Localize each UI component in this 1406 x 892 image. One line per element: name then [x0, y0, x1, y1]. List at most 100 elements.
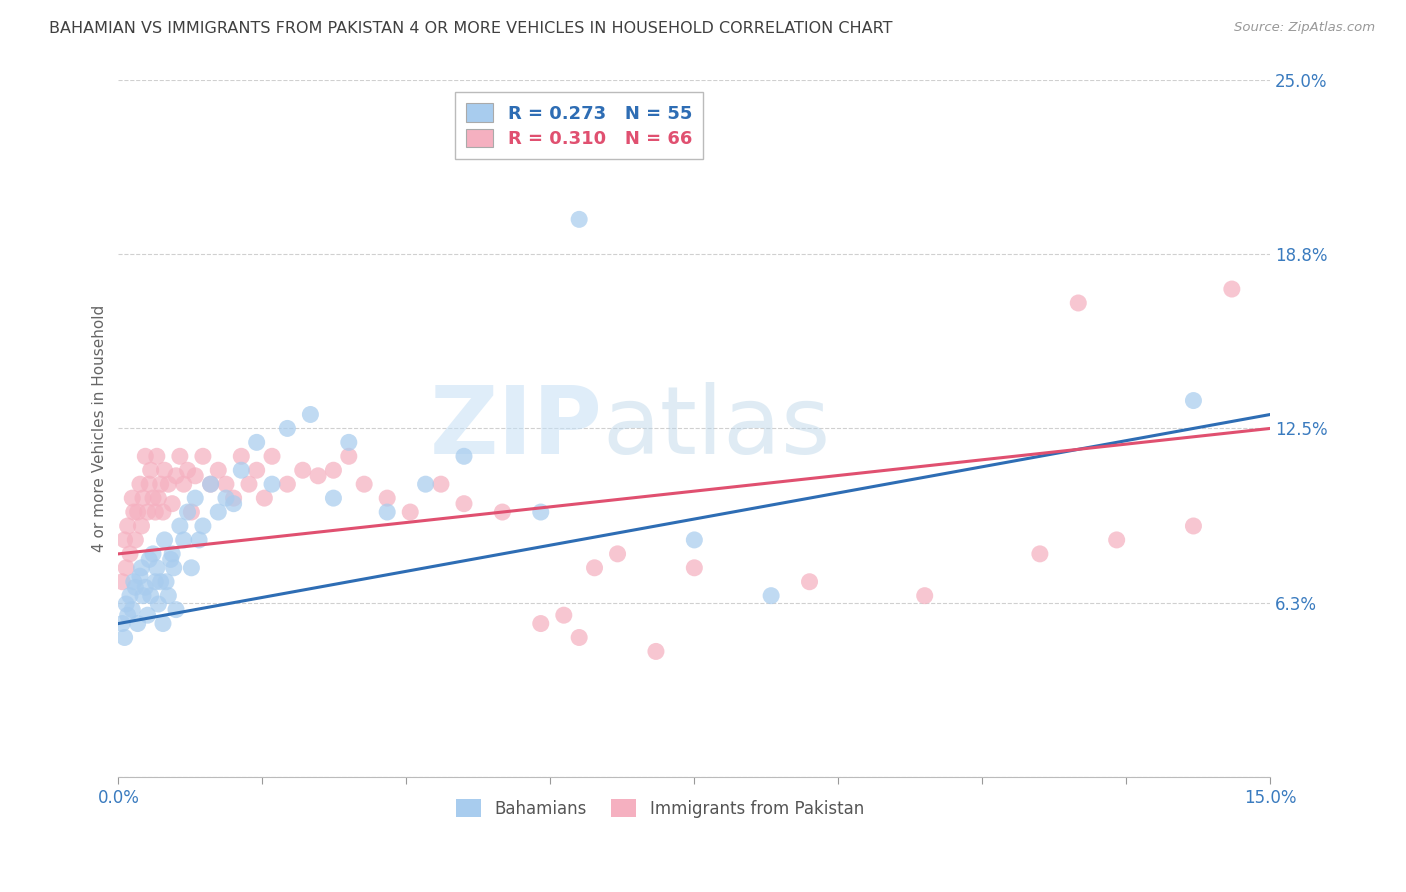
Point: [207, 463, 229, 477]
Point: [337, 450, 360, 464]
Legend: Bahamians, Immigrants from Pakistan: Bahamians, Immigrants from Pakistan: [449, 793, 870, 824]
Point: [163, 561, 186, 575]
Point: [134, 580, 156, 594]
Point: [1220, 282, 1243, 296]
Point: [152, 505, 174, 519]
Point: [115, 597, 138, 611]
Point: [583, 561, 606, 575]
Point: [299, 408, 322, 422]
Point: [118, 547, 141, 561]
Point: [222, 491, 245, 505]
Point: [115, 561, 138, 575]
Point: [152, 616, 174, 631]
Point: [157, 477, 180, 491]
Point: [246, 463, 269, 477]
Point: [375, 491, 398, 505]
Point: [322, 491, 344, 505]
Point: [568, 212, 591, 227]
Point: [238, 477, 260, 491]
Point: [143, 505, 166, 519]
Point: [122, 574, 145, 589]
Point: [180, 505, 202, 519]
Point: [118, 589, 141, 603]
Point: [114, 631, 136, 645]
Point: [165, 602, 187, 616]
Point: [231, 450, 253, 464]
Point: [111, 616, 134, 631]
Point: [165, 468, 187, 483]
Point: [146, 450, 169, 464]
Point: [215, 491, 238, 505]
Point: [173, 533, 195, 547]
Point: [260, 450, 283, 464]
Point: [307, 468, 329, 483]
Point: [117, 519, 139, 533]
Point: [132, 589, 155, 603]
Point: [180, 561, 202, 575]
Point: [260, 477, 283, 491]
Point: [176, 505, 198, 519]
Point: [799, 574, 821, 589]
Point: [399, 505, 422, 519]
Point: [176, 463, 198, 477]
Text: BAHAMIAN VS IMMIGRANTS FROM PAKISTAN 4 OR MORE VEHICLES IN HOUSEHOLD CORRELATION: BAHAMIAN VS IMMIGRANTS FROM PAKISTAN 4 O…: [49, 21, 893, 36]
Point: [132, 491, 155, 505]
Point: [1067, 296, 1090, 310]
Point: [200, 477, 222, 491]
Point: [188, 533, 211, 547]
Point: [131, 561, 153, 575]
Point: [121, 602, 143, 616]
Point: [127, 505, 149, 519]
Point: [914, 589, 936, 603]
Point: [136, 505, 159, 519]
Point: [114, 533, 136, 547]
Point: [153, 533, 176, 547]
Point: [1182, 519, 1205, 533]
Point: [124, 533, 146, 547]
Point: [276, 421, 298, 435]
Point: [215, 477, 238, 491]
Point: [246, 435, 269, 450]
Point: [253, 491, 276, 505]
Point: [131, 519, 153, 533]
Point: [121, 491, 143, 505]
Point: [138, 552, 160, 566]
Point: [606, 547, 628, 561]
Point: [129, 569, 152, 583]
Point: [530, 505, 553, 519]
Point: [1182, 393, 1205, 408]
Point: [276, 477, 298, 491]
Point: [148, 491, 170, 505]
Point: [122, 505, 145, 519]
Text: atlas: atlas: [602, 383, 831, 475]
Point: [1105, 533, 1128, 547]
Point: [148, 597, 170, 611]
Point: [291, 463, 314, 477]
Point: [191, 450, 214, 464]
Point: [683, 561, 706, 575]
Point: [149, 477, 172, 491]
Y-axis label: 4 or more Vehicles in Household: 4 or more Vehicles in Household: [93, 305, 107, 552]
Point: [134, 450, 156, 464]
Point: [160, 547, 183, 561]
Point: [645, 644, 668, 658]
Point: [117, 608, 139, 623]
Point: [142, 491, 165, 505]
Text: Source: ZipAtlas.com: Source: ZipAtlas.com: [1234, 21, 1375, 34]
Point: [138, 477, 160, 491]
Point: [200, 477, 222, 491]
Point: [157, 589, 180, 603]
Point: [322, 463, 344, 477]
Point: [191, 519, 214, 533]
Point: [139, 589, 162, 603]
Point: [530, 616, 553, 631]
Point: [222, 497, 245, 511]
Point: [111, 574, 134, 589]
Point: [169, 519, 191, 533]
Point: [430, 477, 453, 491]
Point: [184, 491, 207, 505]
Point: [143, 574, 166, 589]
Point: [136, 608, 159, 623]
Point: [453, 497, 475, 511]
Point: [491, 505, 513, 519]
